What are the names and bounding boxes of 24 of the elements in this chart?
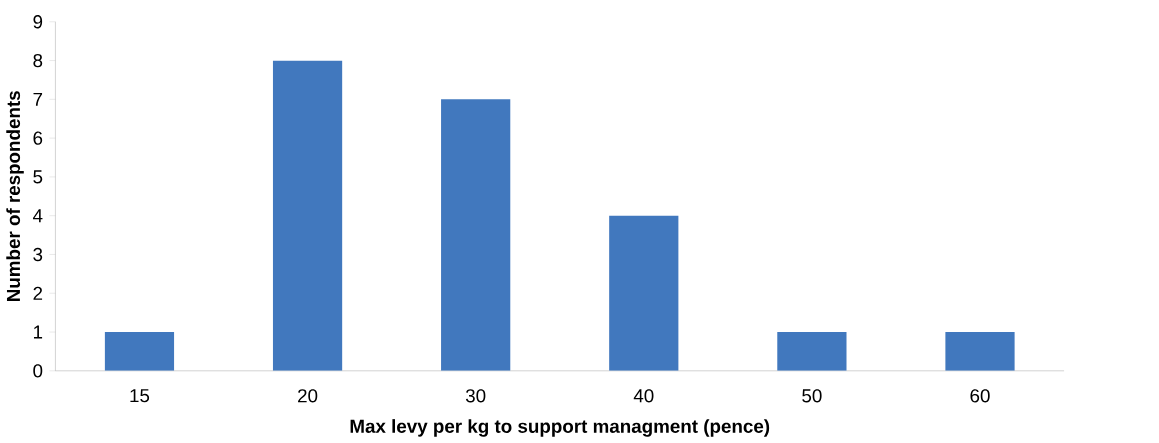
x-tick-label: 40 [633, 389, 654, 403]
x-tick-label: 60 [970, 389, 990, 403]
x-tick-label: 15 [130, 389, 150, 403]
y-tick-label: 4 [33, 209, 43, 223]
y-tick-label: 5 [33, 170, 43, 184]
y-tick-label: 2 [33, 286, 43, 300]
y-axis-title: Number of respondents [6, 91, 24, 301]
y-tick-label: 1 [33, 325, 43, 339]
bar [777, 332, 847, 371]
y-tick-label: 7 [33, 92, 43, 106]
x-tick-label: 20 [298, 389, 318, 403]
y-tick-label: 3 [33, 247, 43, 262]
x-tick-label: 30 [465, 389, 486, 403]
bar [609, 215, 679, 371]
bar [441, 99, 511, 371]
y-tick-label: 0 [33, 364, 43, 378]
y-tick-label: 8 [33, 53, 43, 68]
y-tick-label: 6 [33, 131, 43, 145]
x-axis-title: Max levy per kg to support managment (pence) [350, 419, 770, 437]
y-tick-label: 9 [33, 15, 43, 29]
bar [104, 332, 175, 371]
x-tick-label: 50 [802, 389, 822, 403]
bar [272, 60, 343, 371]
bar [945, 332, 1015, 371]
